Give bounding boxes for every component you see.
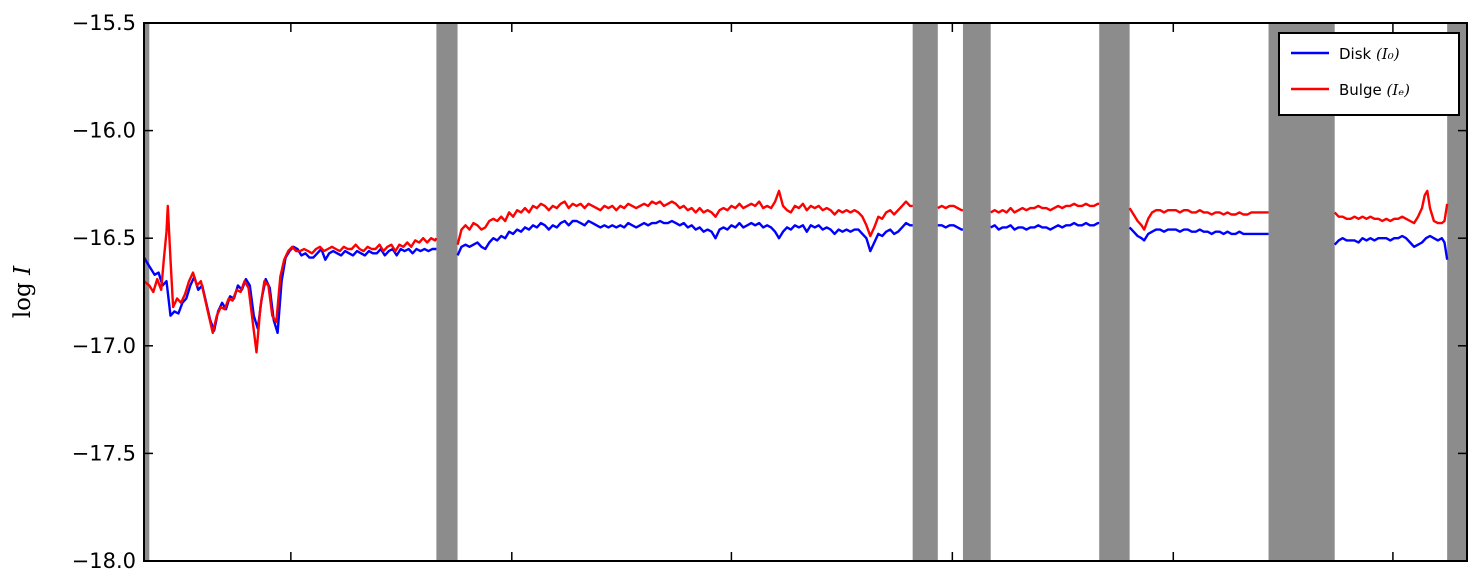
disk-series-line: [990, 221, 1100, 231]
disk-series-line: [1333, 234, 1449, 260]
y-axis: −18.0 −17.5 −17.0 −16.5 −16.0 −15.5: [72, 11, 1467, 573]
disk-series-line: [1128, 226, 1269, 242]
y-axis-label: log I: [10, 265, 36, 318]
masked-band: [144, 23, 150, 561]
plot-frame: [143, 22, 1468, 562]
series-lines: [142, 189, 1449, 354]
bulge-series-line: [1128, 207, 1269, 231]
y-tick-label: −16.5: [72, 226, 136, 250]
y-tick-label: −15.5: [72, 11, 136, 35]
bulge-series-line: [937, 204, 963, 212]
masked-band: [962, 23, 991, 561]
legend: Disk (I₀) Bulge (Iₑ): [1278, 32, 1460, 116]
disk-series-line: [456, 219, 913, 256]
bulge-series-line: [456, 189, 913, 246]
bulge-series-line: [1333, 189, 1449, 225]
disk-series-line: [142, 245, 437, 335]
bulge-series-line: [990, 202, 1100, 214]
legend-label: Bulge (Iₑ): [1339, 81, 1410, 99]
legend-box: [1278, 32, 1460, 116]
y-tick-label: −16.0: [72, 119, 136, 143]
masked-band: [1447, 23, 1467, 561]
y-tick-label: −17.5: [72, 441, 136, 465]
x-axis: [290, 23, 1394, 561]
y-tick-label: −17.0: [72, 334, 136, 358]
disk-series-line: [937, 224, 963, 231]
bulge-series-line: [143, 204, 438, 354]
masked-band: [912, 23, 938, 561]
masked-band: [436, 23, 458, 561]
y-tick-label: −18.0: [72, 549, 136, 573]
legend-label: Disk (I₀): [1339, 45, 1400, 63]
masked-band: [1099, 23, 1130, 561]
masked-regions: [144, 23, 1467, 561]
